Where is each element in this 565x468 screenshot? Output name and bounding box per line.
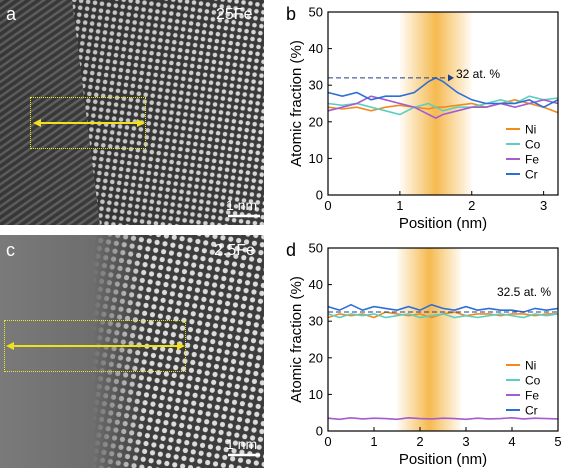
chart-b-xtick-label: 1 <box>396 198 403 213</box>
chart-d-series-ni <box>327 311 558 319</box>
chart-b-legend-label-co: Co <box>525 138 541 152</box>
chart-d-ytick-label: 0 <box>316 424 323 439</box>
chart-b-ytick-label: 50 <box>309 5 323 20</box>
chart-b-ytick-label: 40 <box>309 41 323 56</box>
selection-box-a <box>30 97 146 149</box>
chart-b-ytick-label: 20 <box>309 114 323 129</box>
chart-d-series-cr <box>327 303 559 313</box>
chart-b-legend-label-cr: Cr <box>525 168 538 182</box>
chart-b-xlabel: Position (nm) <box>399 215 487 232</box>
chart-b-ytick-label: 0 <box>316 188 323 203</box>
chart-b-series-co <box>327 95 559 116</box>
chart-b-annotation-label: 32 at. % <box>456 67 500 81</box>
chart-d-ytick-label: 50 <box>309 241 323 256</box>
sample-label-a: 25Fe <box>216 6 253 23</box>
chart-d-legend-label-fe: Fe <box>525 389 539 403</box>
scalebar-label-a: 1 nm <box>226 197 258 213</box>
chart-d-legend-label-cr: Cr <box>525 404 538 418</box>
chart-b-legend-label-ni: Ni <box>525 123 536 137</box>
stem-image-c-svg <box>0 235 264 468</box>
chart-d-frame <box>327 247 559 432</box>
panel-letter-a: a <box>6 4 17 24</box>
chart-d-xlabel: Position (nm) <box>399 451 487 468</box>
chart-d-xtick-label: 4 <box>508 434 515 449</box>
chart-d-xtick-label: 2 <box>416 434 423 449</box>
chart-b-series-fe <box>327 95 559 119</box>
chart-d-series-fe <box>327 416 559 421</box>
chart-b-xtick-label: 3 <box>540 198 547 213</box>
panel-letter-c: c <box>6 240 15 260</box>
chart-d-series-co <box>327 313 559 319</box>
stem-image-a <box>0 0 264 225</box>
chart-b-series-cr <box>327 77 559 109</box>
chart-b-xtick-label: 0 <box>324 198 331 213</box>
chart-d-ylabel: Atomic fraction (%) <box>288 276 305 403</box>
chart-d-legend-label-ni: Ni <box>525 359 536 373</box>
chart-d-legend-label-co: Co <box>525 374 541 388</box>
chart-d-ytick-label: 10 <box>309 387 323 402</box>
chart-d-highlight-band <box>397 248 462 431</box>
chart-d-ytick-label: 40 <box>309 277 323 292</box>
chart-b-ylabel: Atomic fraction (%) <box>288 40 305 167</box>
chart-d-xtick-label: 3 <box>462 434 469 449</box>
chart-b-ytick-label: 10 <box>309 151 323 166</box>
chart-d-ytick-label: 20 <box>309 350 323 365</box>
chart-d-xtick-label: 5 <box>554 434 561 449</box>
chart-d-ytick-label: 30 <box>309 314 323 329</box>
chart-b-ytick-label: 30 <box>309 78 323 93</box>
scalebar-label-c: 1 nm <box>226 436 258 452</box>
chart-b-series-ni <box>327 98 559 114</box>
sample-label-c: 2.5Fe <box>214 242 255 259</box>
chart-b-legend-label-fe: Fe <box>525 153 539 167</box>
chart-b-highlight-band <box>399 12 472 195</box>
chart-b-frame <box>327 11 559 196</box>
chart-b-xtick-label: 2 <box>468 198 475 213</box>
stem-image-a-svg <box>0 0 264 225</box>
panel-letter-b: b <box>286 4 297 24</box>
selection-box-c <box>4 320 186 372</box>
stem-image-c <box>0 235 264 468</box>
chart-b-annotation-arrowhead <box>448 74 454 82</box>
chart-d-xtick-label: 0 <box>324 434 331 449</box>
panel-letter-d: d <box>286 240 297 260</box>
chart-d-xtick-label: 1 <box>370 434 377 449</box>
chart-d-annotation-label: 32.5 at. % <box>497 285 551 299</box>
